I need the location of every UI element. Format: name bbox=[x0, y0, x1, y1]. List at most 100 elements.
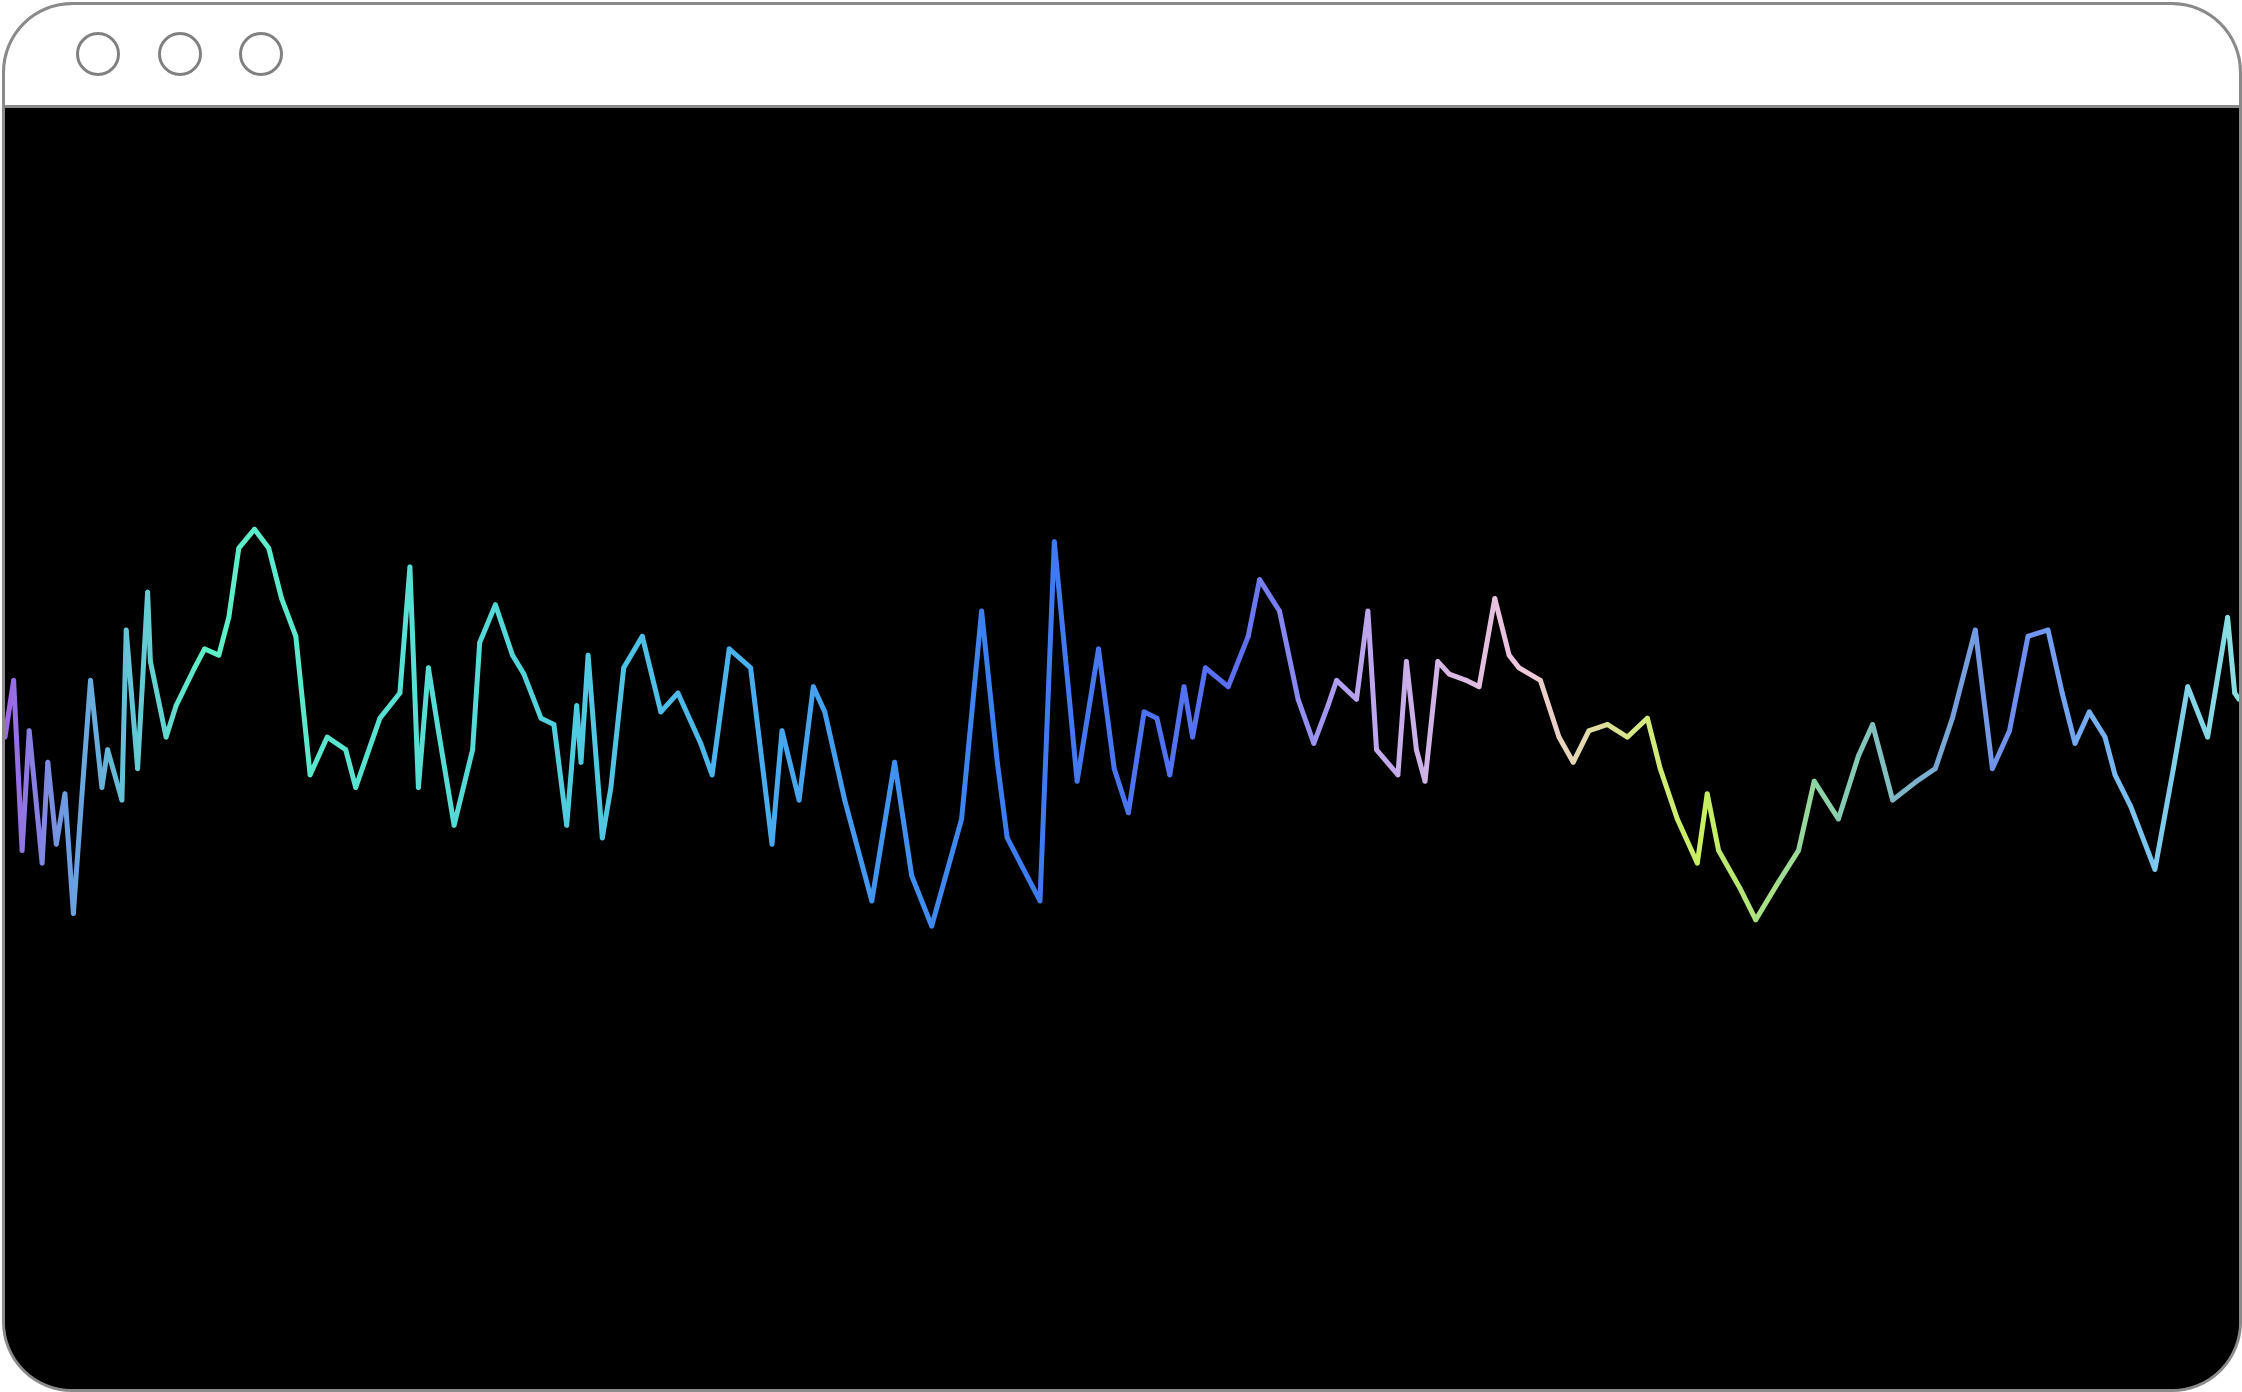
waveform-segment bbox=[796, 684, 816, 803]
waveform-segment bbox=[415, 665, 431, 790]
waveform-segment bbox=[2152, 766, 2176, 872]
waveform-segment bbox=[1037, 539, 1057, 904]
waveform-segment bbox=[1225, 633, 1251, 690]
waveform-segment bbox=[353, 715, 383, 790]
waveform-segment bbox=[173, 665, 198, 709]
waveform-segment bbox=[1914, 766, 1938, 784]
waveform-segment bbox=[1537, 677, 1562, 740]
waveform-segment bbox=[216, 614, 232, 658]
waveform-segment bbox=[1870, 722, 1896, 803]
waveform-segment bbox=[698, 740, 715, 778]
waveform-segment bbox=[779, 728, 802, 803]
waveform-segment bbox=[1811, 778, 1841, 822]
waveform-segment bbox=[994, 759, 1010, 841]
waveform-segment bbox=[226, 545, 242, 620]
waveform-segment bbox=[658, 690, 681, 715]
waveform-segment bbox=[1395, 659, 1409, 778]
waveform-segment bbox=[1855, 722, 1876, 759]
waveform-segment bbox=[1492, 596, 1512, 658]
waveform-segment bbox=[2059, 690, 2078, 746]
waveform-segment bbox=[551, 722, 570, 828]
waveform-segment bbox=[639, 633, 664, 715]
waveform-segment bbox=[1125, 709, 1147, 816]
waveform-segment bbox=[1776, 848, 1801, 885]
waveform-segment bbox=[2225, 614, 2238, 696]
minimize-window-button[interactable] bbox=[158, 32, 202, 76]
waveform-segment bbox=[726, 646, 754, 671]
waveform-segment bbox=[1704, 791, 1722, 853]
waveform-canvas bbox=[5, 108, 2239, 1389]
waveform-graphic bbox=[5, 526, 2239, 929]
waveform-segment bbox=[1167, 684, 1187, 778]
waveform-segment bbox=[1277, 608, 1301, 702]
waveform-segment bbox=[1365, 608, 1379, 753]
waveform-segment bbox=[959, 608, 985, 822]
waveform-segment bbox=[1506, 652, 1522, 671]
waveform-segment bbox=[909, 873, 935, 929]
waveform-segment bbox=[1190, 665, 1208, 740]
waveform-segment bbox=[2185, 684, 2211, 740]
waveform-segment bbox=[1556, 734, 1576, 765]
waveform-segment bbox=[1972, 627, 1995, 772]
waveform-segment bbox=[2128, 803, 2158, 872]
waveform-segment bbox=[1890, 778, 1920, 803]
waveform-segment bbox=[19, 728, 32, 853]
waveform-segment bbox=[1325, 677, 1340, 709]
waveform-segment bbox=[979, 608, 1000, 765]
waveform-segment bbox=[88, 677, 105, 790]
waveform-segment bbox=[236, 526, 257, 551]
waveform-segment bbox=[451, 747, 476, 828]
waveform-segment bbox=[1989, 728, 2012, 772]
waveform-segment bbox=[1311, 703, 1331, 746]
waveform-segment bbox=[1096, 646, 1117, 772]
waveform-segment bbox=[1334, 677, 1359, 702]
waveform-segment bbox=[1446, 671, 1469, 683]
waveform-segment bbox=[123, 627, 141, 772]
waveform-segment bbox=[1624, 715, 1650, 740]
waveform-segment bbox=[1835, 753, 1861, 822]
waveform-segment bbox=[1245, 577, 1263, 639]
maximize-window-button[interactable] bbox=[239, 32, 283, 76]
waveform-segment bbox=[769, 728, 785, 847]
waveform-segment bbox=[1586, 722, 1610, 734]
waveform-segment bbox=[2112, 772, 2134, 809]
waveform-segment bbox=[407, 564, 421, 790]
waveform-segment bbox=[1181, 684, 1196, 740]
waveform-segment bbox=[1202, 665, 1231, 690]
waveform-segment bbox=[343, 747, 359, 790]
waveform-segment bbox=[1422, 659, 1441, 784]
waveform-segment bbox=[521, 671, 544, 721]
waveform-segment bbox=[377, 690, 403, 721]
waveform-segment bbox=[26, 728, 45, 866]
waveform-segment bbox=[2086, 709, 2108, 740]
close-window-button[interactable] bbox=[76, 32, 120, 76]
waveform-segment bbox=[2232, 690, 2239, 702]
waveform-segment bbox=[147, 659, 169, 740]
waveform-segment bbox=[748, 665, 775, 847]
waveform-segment bbox=[62, 791, 76, 916]
waveform-segment bbox=[510, 652, 527, 677]
waveform-segment bbox=[477, 602, 498, 646]
waveform-segment bbox=[2205, 614, 2231, 740]
waveform-segment bbox=[163, 703, 179, 740]
waveform-segment bbox=[70, 791, 85, 916]
waveform-segment bbox=[585, 652, 605, 841]
waveform-segment bbox=[1932, 715, 1955, 772]
waveform-segment bbox=[1476, 596, 1498, 690]
waveform-segment bbox=[675, 690, 704, 746]
waveform-segment bbox=[1154, 715, 1173, 778]
waveform-segment bbox=[252, 526, 272, 551]
waveform-segment bbox=[1570, 728, 1592, 765]
waveform-segment bbox=[1051, 539, 1073, 709]
waveform-segment bbox=[1435, 659, 1452, 677]
waveform-segment bbox=[1295, 696, 1317, 746]
waveform-segment bbox=[105, 747, 125, 803]
waveform-segment bbox=[1374, 747, 1401, 778]
waveform-segment bbox=[1516, 665, 1543, 683]
waveform-segment bbox=[709, 646, 732, 778]
waveform-segment bbox=[892, 759, 915, 879]
waveform-segment bbox=[39, 759, 51, 866]
waveform-segment bbox=[1753, 879, 1781, 923]
waveform-segment bbox=[1403, 659, 1419, 753]
